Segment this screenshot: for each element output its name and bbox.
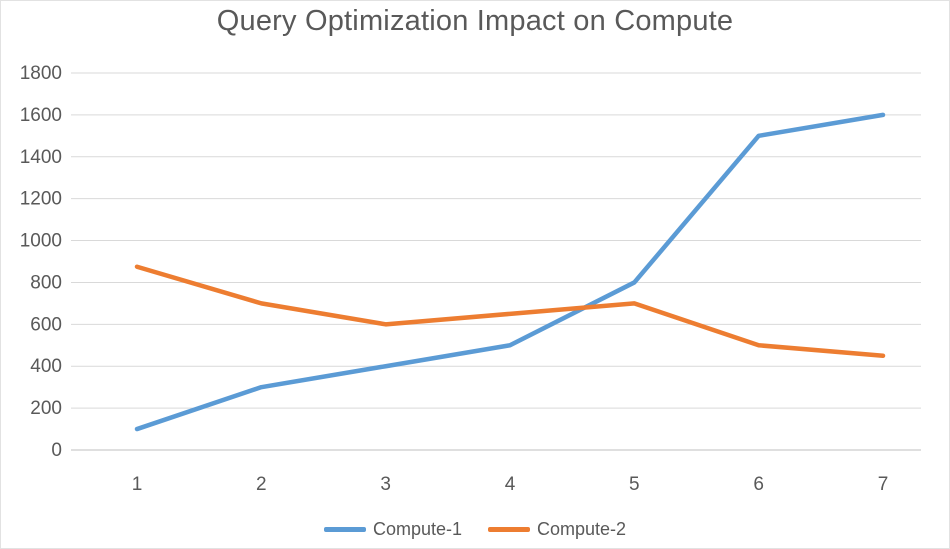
legend-label: Compute-2 [537,519,627,539]
y-tick-label: 400 [30,356,62,377]
y-tick-label: 1200 [20,189,62,210]
series-line-compute-1 [134,112,886,432]
legend-label: Compute-1 [372,519,462,539]
x-tick-label: 4 [505,474,516,495]
x-tick-label: 6 [753,474,764,495]
x-tick-label: 5 [629,474,640,495]
x-tick-label: 1 [132,474,143,495]
x-tick-label: 3 [380,474,391,495]
legend-line-swatch [323,527,366,532]
x-tick-label: 7 [878,474,889,495]
legend-item-compute-1: Compute-1 [323,519,462,540]
legend: Compute-1 Compute-2 [1,519,949,540]
y-tick-label: 1000 [20,231,62,252]
y-tick-label: 200 [30,398,62,419]
legend-line-swatch [488,527,530,532]
y-tick-label: 600 [30,314,62,335]
series-line-compute-2 [134,264,886,358]
y-tick-label: 800 [30,272,62,293]
legend-item-compute-2: Compute-2 [488,519,626,540]
x-tick-label: 2 [256,474,267,495]
chart-title: Query Optimization Impact on Compute [216,5,734,37]
y-tick-label: 1800 [20,63,62,84]
y-tick-label: 1600 [20,105,62,126]
y-tick-label: 0 [51,440,62,461]
y-tick-label: 1400 [20,147,62,168]
